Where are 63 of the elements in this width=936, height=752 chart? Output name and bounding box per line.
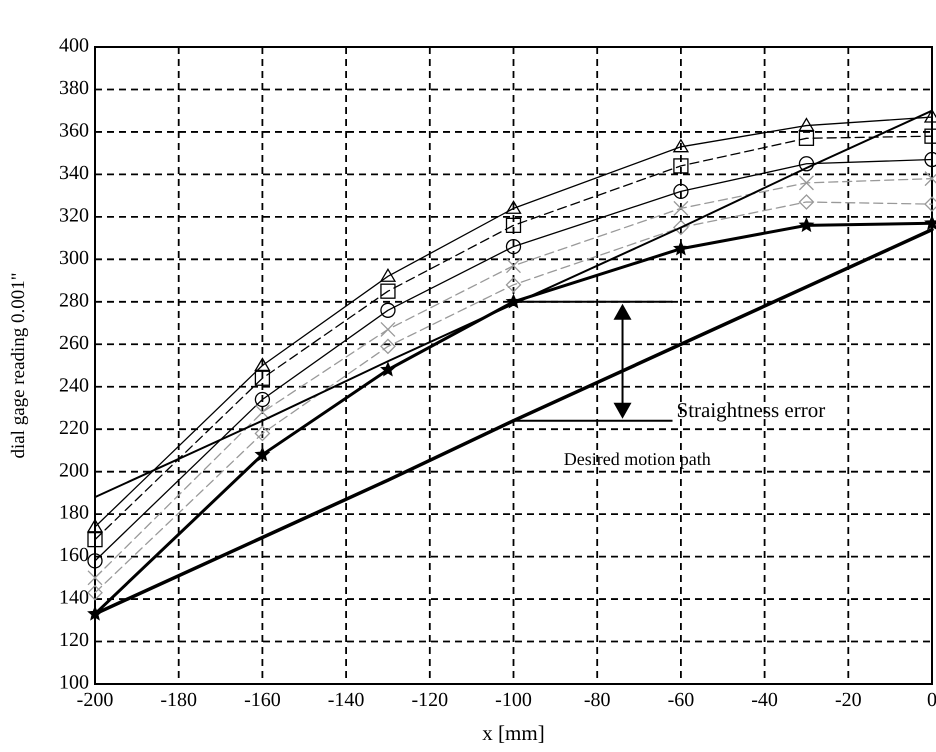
point <box>254 370 270 386</box>
point <box>87 553 103 568</box>
y-tick-label: 200 <box>59 459 89 482</box>
point <box>673 200 689 216</box>
x-tick-label: -160 <box>244 689 281 711</box>
point <box>254 392 270 408</box>
x-tick-label: -40 <box>751 689 778 711</box>
point <box>380 322 396 338</box>
y-tick-label: 240 <box>59 374 89 396</box>
point <box>798 175 814 191</box>
point <box>799 218 814 232</box>
x-tick-label: -60 <box>668 689 694 711</box>
y-tick-label: 360 <box>59 120 89 142</box>
point <box>674 241 688 255</box>
point <box>254 358 270 372</box>
y-tick-label: 260 <box>59 332 89 354</box>
y-tick-label: 340 <box>59 162 89 184</box>
point <box>798 194 814 210</box>
annotation: Desired motion path <box>564 449 711 470</box>
point <box>798 118 814 132</box>
point <box>673 139 689 152</box>
point <box>506 200 522 214</box>
point <box>380 268 396 282</box>
x-tick-label: -140 <box>328 689 364 711</box>
point <box>506 258 522 274</box>
point <box>380 302 396 318</box>
y-tick-label: 400 <box>59 34 89 57</box>
x-tick-label: 0 <box>927 689 936 711</box>
x-axis-title: x [mm] <box>482 721 545 745</box>
point <box>87 519 103 532</box>
x-tick-label: -80 <box>584 689 611 711</box>
point <box>673 184 689 200</box>
point <box>506 218 522 234</box>
y-tick-label: 220 <box>59 416 89 439</box>
point <box>87 570 103 586</box>
point <box>506 238 522 254</box>
point <box>380 338 396 354</box>
point <box>87 532 103 548</box>
y-axis-title: dial gage reading 0.001" <box>8 272 29 459</box>
point <box>255 447 270 461</box>
y-tick-label: 280 <box>59 289 89 312</box>
point <box>380 362 396 376</box>
y-tick-label: 120 <box>59 629 89 652</box>
annotation: Straightness error <box>676 398 826 422</box>
x-tick-label: -20 <box>834 689 862 711</box>
point <box>673 158 689 174</box>
y-tick-label: 160 <box>59 544 89 566</box>
point <box>254 426 270 442</box>
y-tick-label: 180 <box>59 502 89 524</box>
y-tick-label: 380 <box>59 77 89 100</box>
point <box>506 277 522 292</box>
x-tick-label: -180 <box>160 689 198 711</box>
x-tick-label: -120 <box>411 689 448 711</box>
point <box>798 130 814 146</box>
point <box>87 585 103 600</box>
y-tick-label: 320 <box>59 204 89 226</box>
y-tick-label: 140 <box>59 586 89 609</box>
point <box>380 284 396 299</box>
point <box>798 156 814 172</box>
point <box>254 404 270 420</box>
point <box>673 220 689 236</box>
x-tick-label: -100 <box>495 689 532 711</box>
y-tick-label: 300 <box>59 246 89 269</box>
